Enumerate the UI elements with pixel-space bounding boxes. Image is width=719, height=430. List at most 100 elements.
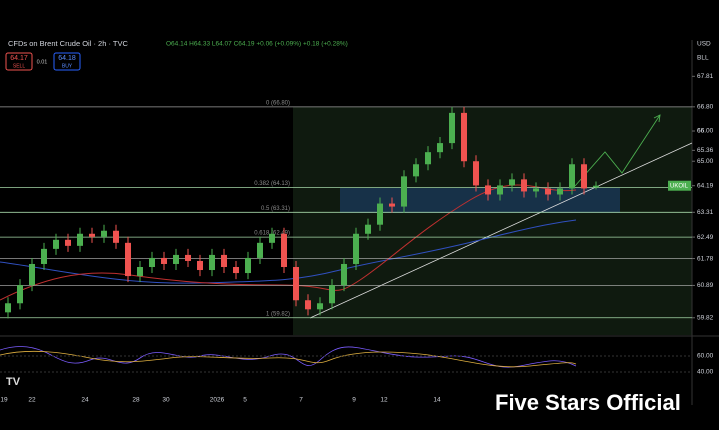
fib-label: 1 (59.82)	[266, 311, 290, 317]
candle-body	[65, 239, 71, 246]
y-tick-label: 65.00	[697, 158, 714, 165]
candle-body	[557, 188, 563, 195]
x-tick-label: 24	[81, 397, 89, 404]
candle-body	[197, 260, 203, 271]
x-tick-label: 12	[380, 397, 388, 404]
buy-label: BUY	[62, 63, 73, 69]
x-tick-label: 2026	[210, 397, 225, 404]
candle-body	[5, 303, 11, 313]
candle-body	[29, 263, 35, 286]
sell-label: SELL	[13, 63, 25, 69]
candle-body	[545, 188, 551, 195]
candle-body	[413, 164, 419, 177]
candle-body	[509, 179, 515, 186]
candle-body	[89, 233, 95, 237]
x-tick-label: 28	[132, 397, 140, 404]
x-tick-label: 5	[243, 397, 247, 404]
sell-price: 64.17	[10, 55, 28, 62]
trendline	[309, 142, 693, 319]
watermark: Five Stars Official	[495, 390, 681, 415]
oscillator	[0, 346, 577, 368]
x-tick-label: 19	[0, 397, 8, 404]
candle-body	[329, 285, 335, 304]
fib-label: 0.5 (63.31)	[261, 206, 290, 212]
candle-body	[461, 112, 467, 162]
candle-body	[125, 242, 131, 277]
consolidation-box	[340, 188, 620, 213]
candle-body	[305, 300, 311, 310]
candle-body	[389, 203, 395, 207]
fib-label: 0 (66.80)	[266, 100, 290, 106]
y-tick-label: 61.78	[697, 255, 714, 262]
candle-body	[257, 242, 263, 258]
candle-body	[569, 164, 575, 189]
price-tag	[668, 180, 691, 191]
projection-arrow	[574, 114, 661, 187]
spread: 0.01	[37, 59, 48, 65]
oscillator-signal	[0, 350, 577, 368]
candle-body	[437, 143, 443, 153]
unit: BLL	[697, 55, 709, 62]
fib-zone	[293, 107, 692, 335]
y-tick-label: 66	[697, 128, 705, 135]
x-tick-label: 7	[299, 397, 303, 404]
y-tick-label: 67.81	[697, 73, 714, 80]
candle-body	[101, 230, 107, 237]
ticker-tag: UKOIL	[670, 183, 689, 189]
candle-body	[473, 161, 479, 186]
candle-body	[53, 239, 59, 249]
candle-body	[113, 230, 119, 243]
candle-body	[233, 267, 239, 274]
candle-body	[185, 254, 191, 261]
y-tick-label: 66.80	[697, 104, 714, 111]
x-tick-label: 14	[433, 397, 441, 404]
symbol: CFDs on Brent Crude Oil · 2h · TVC	[8, 39, 128, 48]
buy-button[interactable]	[53, 52, 81, 71]
candle-body	[245, 257, 251, 274]
ohlc: O64.14 H64.33 L64.07 C64.19 +0.06 (+0.09…	[166, 41, 348, 48]
candle-body	[521, 179, 527, 192]
y-tick-label: 59.82	[697, 314, 714, 321]
y-tick-label: 64.19	[697, 182, 714, 189]
sell-button[interactable]	[5, 52, 33, 71]
candle-body	[149, 257, 155, 268]
candle-body	[281, 233, 287, 268]
candle-body	[173, 254, 179, 264]
arrow-head	[653, 114, 661, 123]
candle-body	[533, 188, 539, 192]
candle-body	[161, 257, 167, 264]
y2-tick-label: 40.00	[697, 369, 714, 376]
candle-body	[317, 303, 323, 310]
y-tick-label: 63.31	[697, 209, 714, 216]
candle-body	[137, 267, 143, 277]
candle-body	[293, 267, 299, 301]
currency: USD	[697, 41, 711, 48]
candle-body	[269, 233, 275, 243]
y-tick-label: 62.49	[697, 234, 714, 241]
candle-body	[581, 164, 587, 189]
candle-body	[209, 254, 215, 271]
candle-body	[353, 233, 359, 264]
candle-body	[377, 203, 383, 225]
candle-body	[593, 185, 599, 188]
tv-logo: TV	[6, 376, 21, 388]
fib-label: 0.382 (64.13)	[254, 181, 290, 187]
candle-body	[77, 233, 83, 246]
candle-body	[41, 248, 47, 264]
y2-tick-label: 60.00	[697, 353, 714, 360]
x-tick-label: 9	[352, 397, 356, 404]
candle-body	[365, 224, 371, 234]
candle-body	[341, 263, 347, 286]
buy-price: 64.18	[58, 55, 76, 62]
y-tick-label: 60.89	[697, 282, 714, 289]
candle-body	[401, 176, 407, 207]
x-tick-label: 22	[28, 397, 36, 404]
y-tick-label: 65.36	[697, 147, 714, 154]
candle-body	[425, 152, 431, 165]
x-tick-label: 30	[162, 397, 170, 404]
moving-average-blue	[0, 219, 577, 284]
candle-body	[221, 254, 227, 268]
candle-body	[497, 185, 503, 195]
candle-body	[17, 285, 23, 304]
